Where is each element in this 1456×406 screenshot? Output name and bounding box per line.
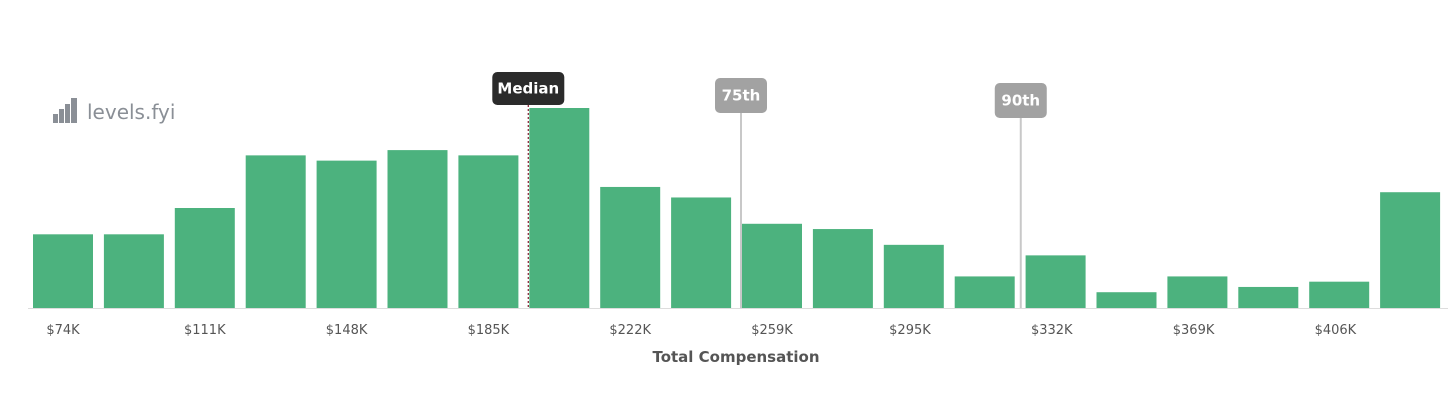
median-tag-label: Median xyxy=(497,80,559,98)
histogram-bar[interactable] xyxy=(33,234,93,308)
x-tick-label: $295K xyxy=(889,323,931,338)
brand-name: levels.fyi xyxy=(87,100,175,124)
histogram-bar[interactable] xyxy=(671,197,732,308)
histogram-bars xyxy=(33,108,1441,308)
x-axis-ticks: $74K $111K $148K $185K $222K $259K $295K $332K $… xyxy=(46,323,1356,338)
x-tick-label: $406K xyxy=(1315,323,1357,338)
histogram-bar[interactable] xyxy=(316,160,377,308)
histogram-bar[interactable] xyxy=(103,234,164,308)
x-tick-label: $222K xyxy=(609,323,651,338)
histogram-bar[interactable] xyxy=(1380,192,1441,308)
x-tick-label: $74K xyxy=(46,323,80,338)
percentile-tag-label: 75th xyxy=(722,87,761,105)
x-tick-label: $148K xyxy=(326,323,368,338)
histogram-bar[interactable] xyxy=(1025,255,1086,308)
x-tick-label: $111K xyxy=(184,323,226,338)
x-tick-label: $332K xyxy=(1031,323,1073,338)
histogram-bar[interactable] xyxy=(174,208,235,308)
percentile-markers: Median 75th 90th xyxy=(492,72,1047,308)
histogram-bar[interactable] xyxy=(1167,276,1228,308)
histogram-bar[interactable] xyxy=(458,155,519,308)
percentile-tag xyxy=(994,83,1047,118)
levels-logo[interactable]: levels.fyi xyxy=(53,98,175,124)
median-tag xyxy=(492,72,565,105)
percentile-tag-label: 90th xyxy=(1001,92,1040,110)
histogram-bar[interactable] xyxy=(600,186,661,308)
x-tick-label: $259K xyxy=(751,323,793,338)
histogram-bar[interactable] xyxy=(245,155,306,308)
histogram-bar[interactable] xyxy=(387,150,448,308)
histogram-bar[interactable] xyxy=(883,244,944,308)
x-axis-title: Total Compensation xyxy=(652,348,819,366)
histogram-bar[interactable] xyxy=(1096,292,1157,308)
histogram-bar[interactable] xyxy=(1309,281,1370,308)
histogram-bar[interactable] xyxy=(742,223,802,308)
histogram-bar[interactable] xyxy=(529,108,590,308)
histogram-bar[interactable] xyxy=(812,229,873,308)
x-tick-label: $369K xyxy=(1173,323,1215,338)
histogram-bar[interactable] xyxy=(1238,286,1299,308)
histogram-bar[interactable] xyxy=(954,276,1015,308)
levels-logo-icon xyxy=(53,98,77,123)
percentile-tag xyxy=(715,78,767,113)
x-tick-label: $185K xyxy=(468,323,510,338)
